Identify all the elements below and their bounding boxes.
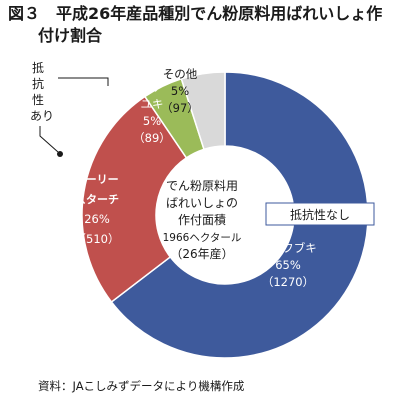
- slice-1-label-2: 26%: [84, 212, 110, 226]
- annot-leader-bottom: [39, 126, 59, 153]
- title-line-2: 付け割合: [38, 26, 103, 45]
- slice-1-label-0: アーリー: [75, 173, 118, 186]
- slice-1: [81, 95, 188, 303]
- center-line-3: 1966ヘクタール: [163, 232, 242, 244]
- center-line-0: でん粉原料用: [166, 179, 238, 193]
- annot-dot: [57, 151, 63, 157]
- slice-3-label-0: その他: [163, 67, 198, 81]
- annot-char-1: 抗: [32, 76, 44, 91]
- slice-2-label-0: コナ: [141, 80, 164, 94]
- group-label-text: 抵抗性なし: [290, 207, 350, 222]
- slice-1-label-3: （510）: [75, 232, 120, 246]
- slice-3: [180, 71, 226, 151]
- source-note: 資料：JAこしみずデータにより機構作成: [38, 379, 245, 393]
- group-label-box: [265, 202, 375, 226]
- slice-2-label-1: ユキ: [141, 97, 164, 111]
- slice-2-label-3: （89）: [133, 131, 171, 145]
- slice-2-label-2: 5%: [143, 114, 161, 128]
- annot-char-3: あり: [30, 109, 54, 123]
- annot-char-0: 抵: [32, 61, 44, 75]
- center-line-2: 作付面積: [178, 212, 226, 227]
- title-line-1: 図３ 平成26年産品種別でん粉原料用ばれいしょ作: [8, 4, 383, 23]
- slice-3-label-2: （97）: [161, 101, 199, 115]
- center-line-1: ばれいしょの: [166, 196, 238, 210]
- center-line-4: （26年産）: [170, 246, 233, 261]
- annot-leader-top: [58, 77, 109, 86]
- slice-0-label-2: （1270）: [262, 275, 314, 289]
- annot-char-2: 性: [32, 93, 44, 107]
- slice-3-label-1: 5%: [171, 84, 189, 98]
- slice-1-label-1: スターチ: [75, 193, 119, 206]
- slice-0-label-1: 65%: [275, 258, 301, 272]
- slice-0-label-0: コナフブキ: [259, 241, 317, 255]
